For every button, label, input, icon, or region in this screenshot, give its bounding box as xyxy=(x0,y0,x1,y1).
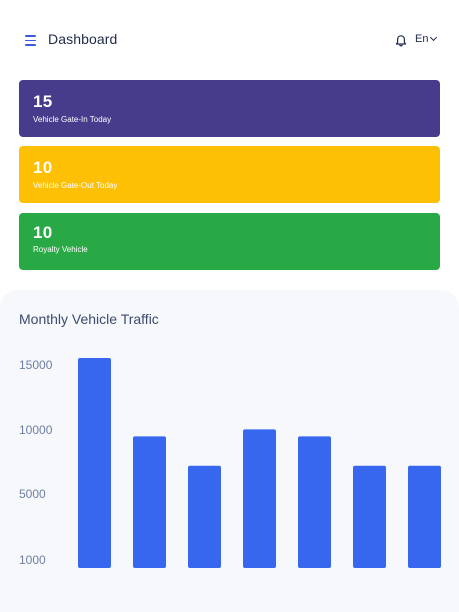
stat-label: Vehicle Gate-Out Today xyxy=(33,181,118,190)
language-selector[interactable]: En xyxy=(415,33,438,45)
chart-bar[interactable] xyxy=(78,358,111,568)
stat-card-royalty[interactable]: 10 Royalty Vehicle xyxy=(19,213,440,270)
chart-bar[interactable] xyxy=(408,465,441,568)
chart-panel: Monthly Vehicle Traffic 15000 10000 5000 10… xyxy=(0,290,459,612)
chart-bar[interactable] xyxy=(298,436,331,568)
bell-icon[interactable] xyxy=(394,34,408,48)
chart-bar[interactable] xyxy=(188,465,221,568)
stat-card-gate-in[interactable]: 15 Vehicle Gate-In Today xyxy=(19,80,440,137)
y-tick-label: 5000 xyxy=(19,487,46,501)
chart-bar[interactable] xyxy=(133,436,166,568)
page-title: Dashboard xyxy=(48,31,118,47)
chart-bar[interactable] xyxy=(243,429,276,568)
chart-bar[interactable] xyxy=(353,465,386,568)
chart-title: Monthly Vehicle Traffic xyxy=(19,311,159,327)
y-tick-label: 1000 xyxy=(19,553,46,567)
stat-label: Vehicle Gate-In Today xyxy=(33,115,112,124)
stat-value: 10 xyxy=(33,223,53,242)
stat-card-gate-out[interactable]: 10 Vehicle Gate-Out Today xyxy=(19,146,440,203)
y-tick-label: 15000 xyxy=(19,358,53,372)
chevron-down-icon xyxy=(430,33,438,42)
y-tick-label: 10000 xyxy=(19,423,53,437)
stat-value: 15 xyxy=(33,92,53,111)
stat-value: 10 xyxy=(33,158,53,177)
language-label: En xyxy=(415,33,429,45)
stat-label: Royalty Vehicle xyxy=(33,245,88,254)
hamburger-menu-icon[interactable] xyxy=(25,35,36,46)
app-header: Dashboard En xyxy=(0,0,459,80)
bar-chart: 15000 10000 5000 1000 xyxy=(19,358,441,568)
